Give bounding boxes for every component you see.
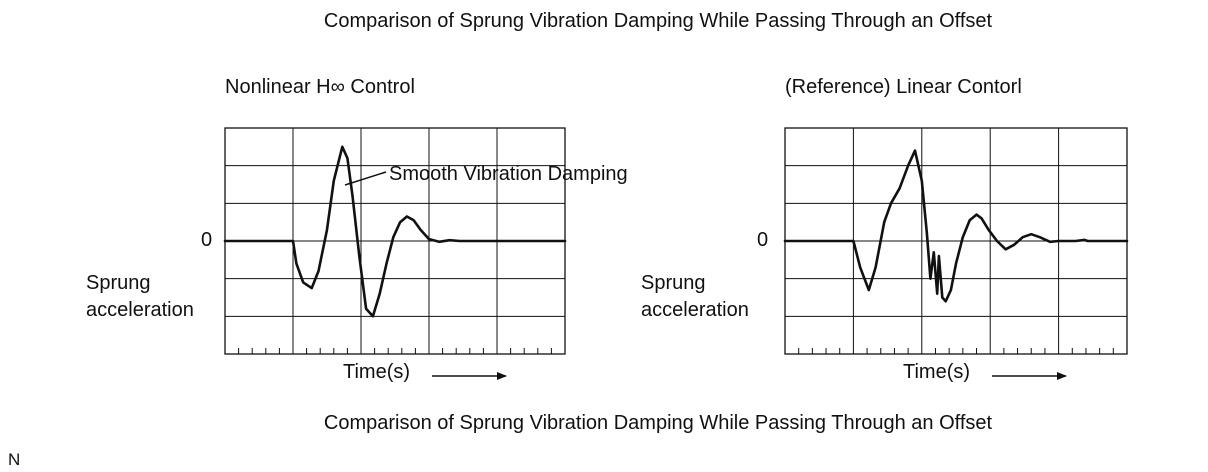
left-chart [223,127,567,355]
left-y-label-line1: Sprung [86,272,151,294]
right-chart-title: (Reference) Linear Contorl [785,76,1022,98]
figure-title-bottom: Comparison of Sprung Vibration Damping W… [323,412,993,434]
figure-title-top: Comparison of Sprung Vibration Damping W… [323,10,993,32]
left-series-line-0 [223,145,567,318]
left-y-label-line2: acceleration [86,299,194,321]
left-y-axis-label: Sprung acceleration [86,270,194,324]
right-x-axis-label: Time(s) [903,361,971,383]
left-annotation-label: Smooth Vibration Damping [389,163,628,185]
right-zero-label: 0 [757,229,769,251]
right-y-axis-label: Sprung acceleration [641,270,749,324]
footer-letter: N [8,450,21,469]
left-chart-title: Nonlinear H∞ Control [225,76,415,98]
left-zero-label: 0 [201,229,213,251]
left-x-axis-label: Time(s) [343,361,411,383]
right-y-label-line2: acceleration [641,299,749,321]
right-series-line-0 [783,149,1129,303]
right-y-label-line1: Sprung [641,272,706,294]
left-annotation-leader [344,171,387,186]
right-chart [783,127,1129,355]
